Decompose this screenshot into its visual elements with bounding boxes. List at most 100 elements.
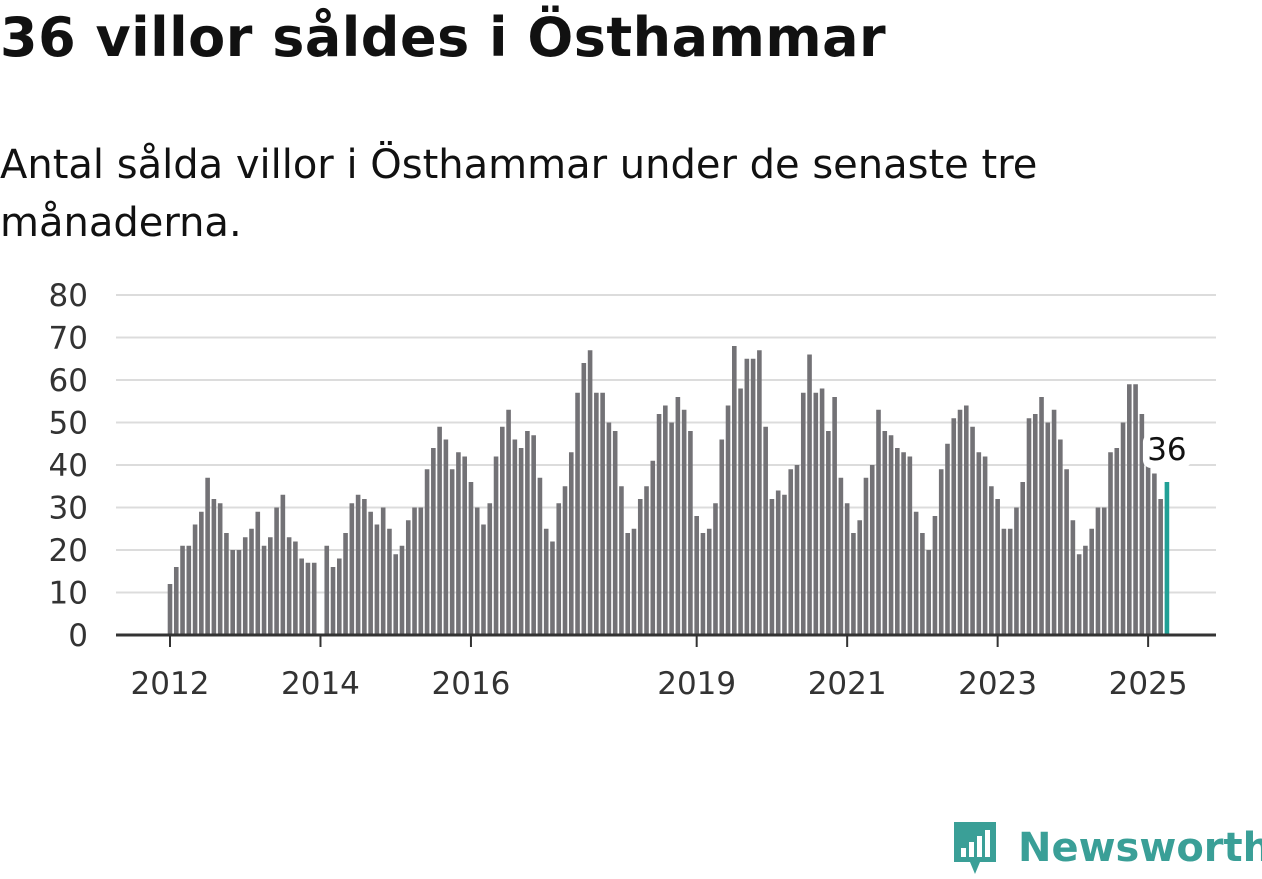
bar — [280, 494, 286, 635]
bar — [362, 499, 367, 635]
bar — [775, 490, 781, 635]
bar — [725, 405, 731, 635]
bar — [192, 524, 198, 635]
y-tick-label: 40 — [49, 448, 88, 484]
bar — [1101, 507, 1107, 635]
bar — [330, 567, 336, 635]
bar — [261, 545, 267, 635]
bar-highlight — [1164, 482, 1170, 635]
bar — [1158, 499, 1163, 635]
y-tick-label: 20 — [49, 533, 88, 569]
bar — [600, 392, 605, 635]
bar-layer — [167, 346, 1170, 635]
bar — [518, 448, 524, 635]
bar — [832, 397, 837, 635]
y-tick-label: 50 — [49, 406, 88, 442]
bar — [1058, 439, 1063, 635]
bar — [387, 528, 392, 635]
bar — [681, 409, 687, 635]
bar — [556, 503, 562, 635]
bar — [694, 516, 699, 635]
bar — [769, 499, 775, 635]
bar — [211, 499, 217, 635]
bar — [844, 503, 850, 635]
bar — [807, 354, 812, 635]
bar — [437, 426, 442, 635]
bar — [1039, 397, 1044, 635]
bar — [669, 422, 674, 635]
chart-subtitle: Antal sålda villor i Östhammar under de … — [0, 142, 1038, 246]
bar — [594, 392, 599, 635]
bar — [995, 499, 1000, 635]
bar — [468, 482, 474, 635]
bar — [512, 439, 518, 635]
y-tick-label: 30 — [49, 491, 88, 527]
label-layer: 36 — [1142, 432, 1191, 468]
bar — [405, 520, 411, 635]
bar — [989, 486, 994, 635]
bar — [982, 456, 988, 635]
bar — [895, 448, 900, 635]
bar — [487, 503, 493, 635]
bar — [305, 562, 311, 635]
bar — [506, 409, 511, 635]
y-tick-label: 60 — [49, 363, 88, 399]
bar — [1064, 469, 1069, 635]
bar — [581, 363, 587, 635]
bar — [474, 507, 480, 635]
bar — [963, 405, 969, 635]
bar — [794, 465, 800, 635]
bar — [738, 388, 743, 635]
bar — [863, 477, 869, 635]
bar — [587, 350, 593, 635]
bar — [1145, 465, 1151, 635]
bar — [299, 558, 304, 635]
value-label: 36 — [1147, 432, 1186, 468]
x-tick-label: 2019 — [657, 666, 736, 702]
bar — [1114, 448, 1120, 635]
bar — [431, 448, 436, 635]
bar — [744, 358, 750, 635]
bar — [255, 511, 261, 635]
chart-title: 36 villor såldes i Östhammar — [0, 6, 887, 69]
bar — [882, 431, 888, 635]
y-tick-label: 0 — [68, 618, 88, 654]
newsworthy-logo[interactable]: Newsworthy — [950, 818, 1262, 878]
bar — [1139, 414, 1145, 635]
newsworthy-logo-icon — [954, 822, 996, 874]
x-tick-label: 2025 — [1109, 666, 1188, 702]
bar — [268, 537, 273, 635]
bar — [888, 435, 894, 635]
bar — [418, 507, 424, 635]
bar — [500, 426, 505, 635]
bar — [173, 567, 179, 635]
bar — [217, 503, 223, 635]
bar — [800, 392, 806, 635]
bar — [199, 511, 204, 635]
bar — [393, 554, 399, 635]
bar — [1020, 482, 1026, 635]
bar — [932, 516, 938, 635]
bar — [242, 537, 248, 635]
bar — [568, 452, 574, 635]
bar — [1127, 384, 1132, 635]
bar — [876, 409, 881, 635]
bar — [462, 456, 467, 635]
bar — [901, 452, 906, 635]
bar — [970, 426, 975, 635]
bar — [851, 533, 856, 635]
bar — [938, 469, 944, 635]
bar — [543, 528, 549, 635]
bar — [869, 465, 875, 635]
bar — [456, 452, 461, 635]
bar — [349, 503, 355, 635]
bar — [286, 537, 292, 635]
bar — [443, 439, 449, 635]
bar — [449, 469, 455, 635]
bar — [750, 358, 756, 635]
bar — [224, 533, 229, 635]
bar — [688, 431, 693, 635]
bar — [355, 494, 361, 635]
bar — [274, 507, 279, 635]
bar — [857, 520, 862, 635]
